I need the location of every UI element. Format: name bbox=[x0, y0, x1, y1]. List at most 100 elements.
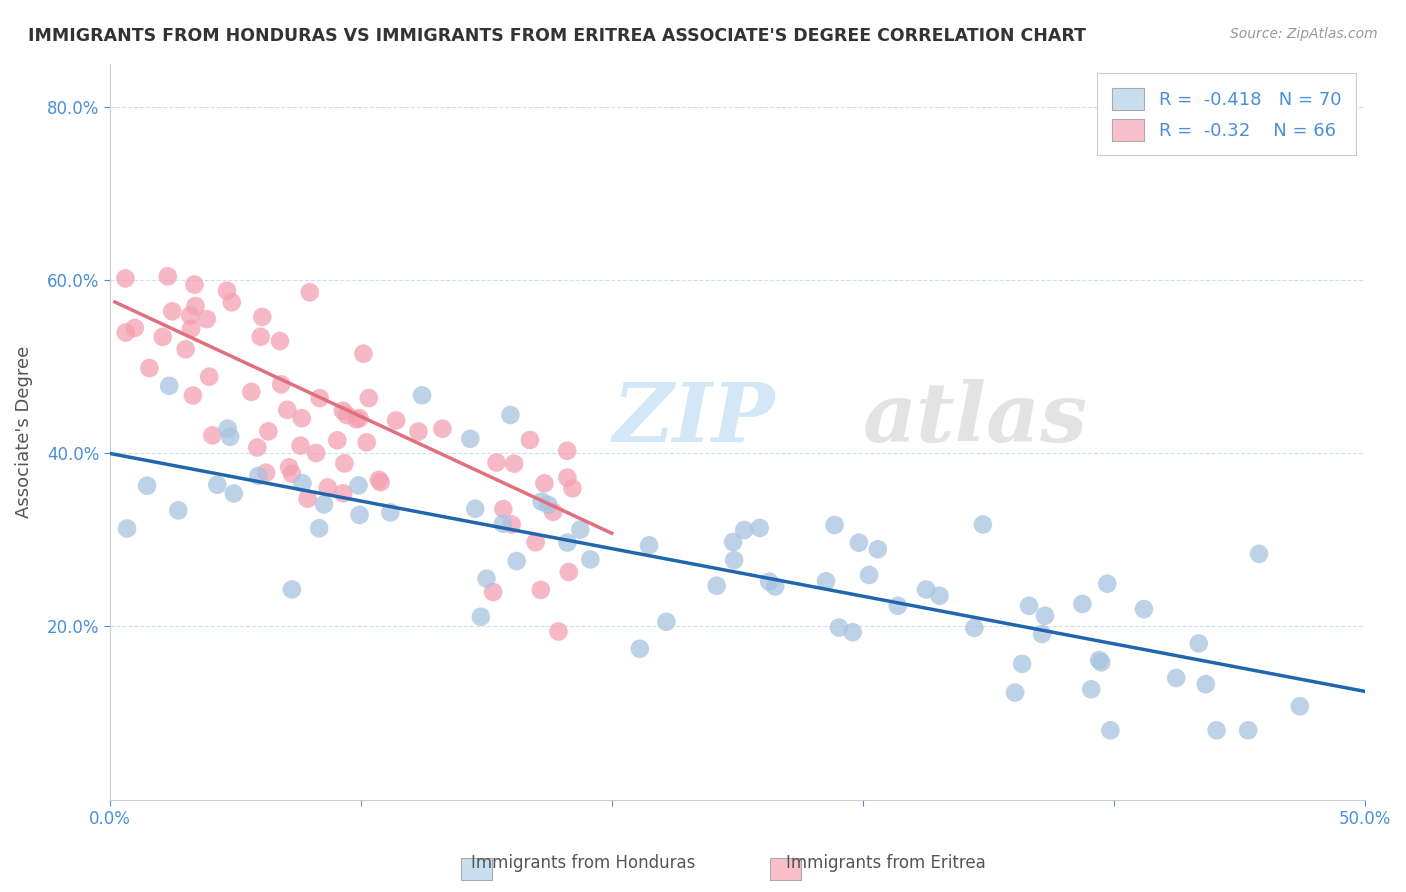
Point bbox=[195, 312, 218, 326]
Point bbox=[247, 469, 270, 483]
Point bbox=[537, 498, 560, 512]
Point bbox=[298, 285, 321, 300]
Point bbox=[257, 425, 280, 439]
Point bbox=[308, 521, 330, 535]
Point bbox=[367, 473, 389, 487]
Point bbox=[157, 379, 180, 393]
Legend: R =  -0.418   N = 70, R =  -0.32    N = 66: R = -0.418 N = 70, R = -0.32 N = 66 bbox=[1098, 73, 1355, 155]
Point bbox=[524, 535, 547, 549]
Point bbox=[332, 486, 354, 500]
Point bbox=[557, 470, 579, 484]
Point bbox=[316, 480, 339, 494]
Point bbox=[1289, 699, 1312, 714]
Point bbox=[136, 478, 159, 492]
Point bbox=[558, 565, 581, 579]
Point bbox=[207, 477, 229, 491]
Point bbox=[721, 535, 744, 549]
Point bbox=[249, 329, 271, 343]
Point bbox=[290, 439, 312, 453]
Point bbox=[758, 574, 780, 589]
Point bbox=[432, 422, 454, 436]
Point bbox=[748, 521, 770, 535]
Point bbox=[276, 402, 298, 417]
Point bbox=[928, 589, 950, 603]
Point bbox=[519, 433, 541, 447]
Point bbox=[278, 460, 301, 475]
Point bbox=[638, 538, 661, 552]
Point bbox=[115, 521, 138, 535]
Point bbox=[1237, 723, 1260, 738]
Point bbox=[332, 404, 354, 418]
Point bbox=[1088, 653, 1111, 667]
Point bbox=[828, 621, 851, 635]
Point bbox=[308, 391, 330, 405]
Point bbox=[356, 435, 378, 450]
Text: ZIP: ZIP bbox=[613, 379, 775, 458]
Text: Source: ZipAtlas.com: Source: ZipAtlas.com bbox=[1230, 27, 1378, 41]
Point bbox=[1031, 627, 1053, 641]
Point bbox=[561, 482, 583, 496]
Point bbox=[254, 466, 277, 480]
Point bbox=[1011, 657, 1033, 671]
Point bbox=[312, 497, 335, 511]
Point bbox=[380, 505, 402, 519]
Point bbox=[179, 309, 201, 323]
Point bbox=[1004, 685, 1026, 699]
Point bbox=[501, 517, 523, 532]
Point bbox=[252, 310, 274, 324]
Point bbox=[972, 517, 994, 532]
Point bbox=[347, 478, 370, 492]
Point bbox=[470, 609, 492, 624]
Point bbox=[353, 347, 375, 361]
Point bbox=[460, 432, 482, 446]
Point bbox=[915, 582, 938, 597]
Point bbox=[841, 625, 863, 640]
Point bbox=[408, 425, 430, 439]
Point bbox=[555, 443, 578, 458]
Point bbox=[326, 434, 349, 448]
Point bbox=[349, 411, 371, 425]
Point bbox=[270, 377, 292, 392]
Point bbox=[706, 579, 728, 593]
Point bbox=[183, 277, 205, 292]
Point bbox=[541, 505, 564, 519]
Point bbox=[533, 476, 555, 491]
Point bbox=[485, 455, 508, 469]
Point bbox=[1033, 608, 1056, 623]
Point bbox=[499, 408, 522, 422]
Point bbox=[180, 321, 202, 335]
Point bbox=[815, 574, 838, 589]
Point bbox=[1099, 723, 1122, 738]
Point bbox=[963, 621, 986, 635]
Point bbox=[579, 552, 602, 566]
Point bbox=[1097, 576, 1119, 591]
Bar bbox=[461, 858, 492, 880]
Point bbox=[1188, 636, 1211, 650]
Point bbox=[866, 542, 889, 557]
Point bbox=[1166, 671, 1188, 685]
Point bbox=[297, 491, 319, 506]
Point bbox=[184, 299, 207, 313]
Point bbox=[281, 467, 304, 481]
Point bbox=[333, 456, 356, 470]
Point bbox=[222, 486, 245, 500]
Point bbox=[1071, 597, 1094, 611]
Point bbox=[503, 457, 526, 471]
Point bbox=[346, 412, 368, 426]
Point bbox=[221, 295, 243, 310]
Point bbox=[655, 615, 678, 629]
Point bbox=[848, 535, 870, 549]
Point bbox=[492, 516, 515, 531]
Point bbox=[569, 523, 592, 537]
Point bbox=[1080, 682, 1102, 697]
Point bbox=[858, 568, 880, 582]
Point bbox=[385, 413, 408, 427]
Point bbox=[349, 508, 371, 522]
Point bbox=[505, 554, 527, 568]
Point bbox=[291, 476, 314, 491]
Point bbox=[336, 408, 359, 422]
Point bbox=[547, 624, 569, 639]
Point bbox=[219, 430, 242, 444]
Point bbox=[1133, 602, 1156, 616]
Point bbox=[628, 641, 651, 656]
